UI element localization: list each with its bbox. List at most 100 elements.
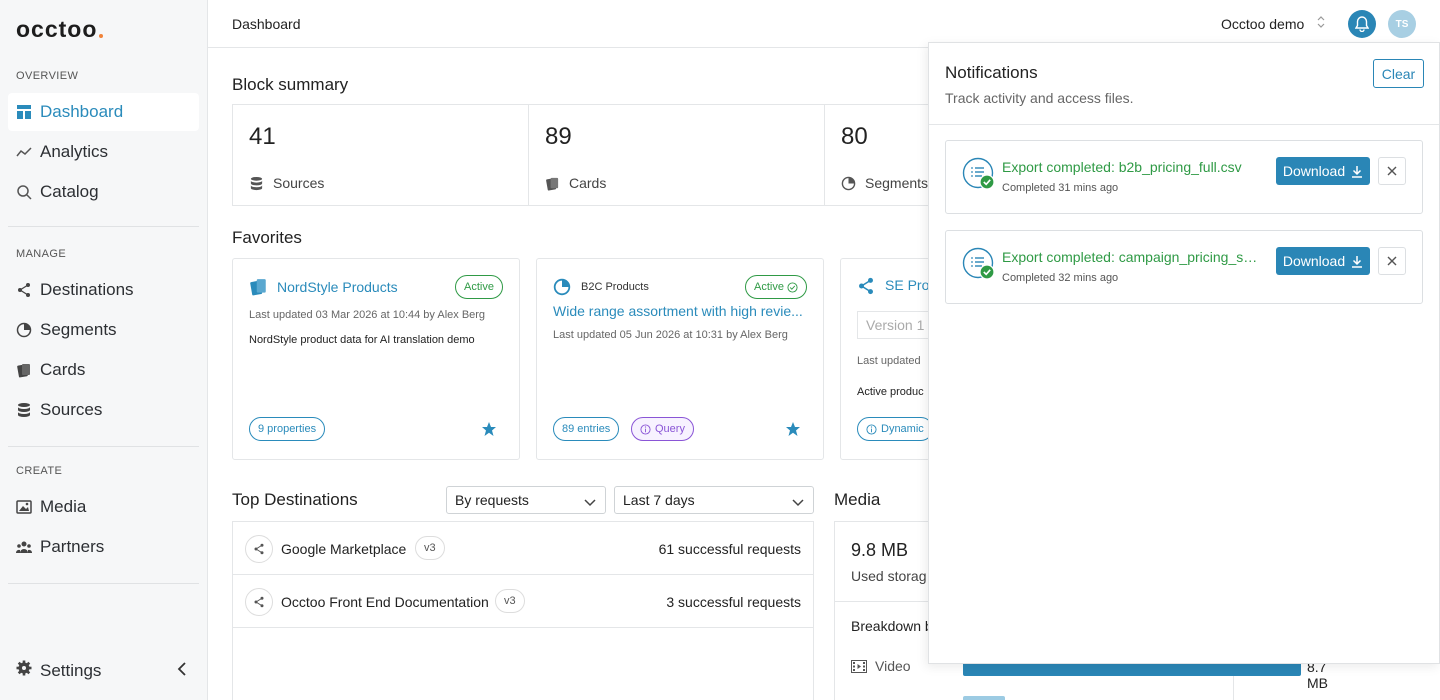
destination-name[interactable]: Occtoo Front End Documentation bbox=[281, 594, 489, 610]
divider bbox=[929, 124, 1439, 125]
check-circle-icon bbox=[787, 281, 798, 293]
sidebar-item-label: Segments bbox=[40, 320, 117, 339]
settings-label: Settings bbox=[40, 660, 102, 680]
summary-label: Cards bbox=[569, 175, 607, 191]
image-icon bbox=[16, 499, 32, 515]
summary-cards[interactable]: 89 Cards bbox=[529, 105, 825, 205]
users-icon bbox=[16, 539, 32, 555]
avatar[interactable]: TS bbox=[1388, 10, 1416, 38]
chevron-updown-icon[interactable] bbox=[1316, 15, 1326, 30]
favorite-card[interactable]: B2C Products Active Wide range assortmen… bbox=[536, 258, 824, 460]
request-count: 3 successful requests bbox=[666, 594, 801, 610]
request-count: 61 successful requests bbox=[658, 541, 801, 557]
pie-icon bbox=[16, 322, 32, 338]
table-row[interactable]: Occtoo Front End Documentation v3 3 succ… bbox=[233, 575, 813, 628]
table-row[interactable]: Google Marketplace v3 61 successful requ… bbox=[233, 522, 813, 575]
sidebar-item-settings[interactable]: Settings bbox=[16, 660, 101, 681]
share-icon bbox=[245, 535, 273, 563]
favorite-updated: Last updated 05 Jun 2026 at 10:31 by Ale… bbox=[553, 329, 788, 341]
database-icon bbox=[16, 402, 32, 418]
status-badge-text: Active bbox=[754, 281, 784, 293]
status-badge: Active bbox=[745, 275, 807, 299]
search-icon bbox=[16, 184, 32, 200]
pie-icon bbox=[841, 176, 856, 190]
summary-value: 41 bbox=[249, 123, 276, 150]
sidebar-item-analytics[interactable]: Analytics bbox=[8, 133, 199, 171]
notification-time: Completed 32 mins ago bbox=[1002, 272, 1119, 284]
clear-button[interactable]: Clear bbox=[1373, 59, 1424, 88]
status-badge: Active bbox=[455, 275, 503, 299]
notification-item: Export completed: b2b_pricing_full.csv C… bbox=[945, 140, 1423, 214]
org-switcher[interactable]: Occtoo demo bbox=[1221, 16, 1305, 32]
favorite-updated: Last updated 03 Mar 2026 at 10:44 by Ale… bbox=[249, 309, 486, 321]
breadcrumb[interactable]: Dashboard bbox=[232, 16, 301, 32]
favorite-subtitle[interactable]: Wide range assortment with high revie... bbox=[553, 303, 803, 319]
destination-name[interactable]: Google Marketplace bbox=[281, 541, 407, 557]
period-select[interactable]: Last 7 days bbox=[614, 486, 814, 514]
download-icon bbox=[1352, 255, 1363, 268]
dismiss-button[interactable] bbox=[1378, 157, 1406, 185]
sidebar-item-destinations[interactable]: Destinations bbox=[8, 271, 199, 309]
info-icon bbox=[866, 423, 877, 435]
sidebar-item-dashboard[interactable]: Dashboard bbox=[8, 93, 199, 131]
sidebar-item-sources[interactable]: Sources bbox=[8, 391, 199, 429]
query-pill[interactable]: Query bbox=[631, 417, 694, 441]
favorite-title[interactable]: B2C Products bbox=[581, 281, 649, 293]
info-icon bbox=[640, 423, 651, 435]
cards-icon bbox=[546, 177, 559, 190]
media-size: 9.8 MB bbox=[851, 540, 909, 560]
dynamic-pill[interactable]: Dynamic bbox=[857, 417, 933, 441]
favorite-card[interactable]: NordStyle Products Active Last updated 0… bbox=[232, 258, 520, 460]
notification-title: Export completed: b2b_pricing_full.csv bbox=[1002, 159, 1242, 175]
collapse-sidebar-icon[interactable] bbox=[176, 661, 188, 682]
divider bbox=[8, 446, 199, 447]
download-button[interactable]: Download bbox=[1276, 247, 1370, 275]
query-pill-label: Query bbox=[655, 423, 685, 435]
cards-icon bbox=[249, 278, 269, 301]
close-icon bbox=[1387, 256, 1397, 266]
sort-select[interactable]: By requests bbox=[446, 486, 606, 514]
gear-icon bbox=[16, 660, 32, 681]
sidebar-item-media[interactable]: Media bbox=[8, 488, 199, 526]
dismiss-button[interactable] bbox=[1378, 247, 1406, 275]
bell-icon[interactable] bbox=[1348, 10, 1376, 38]
sidebar-item-cards[interactable]: Cards bbox=[8, 351, 199, 389]
storage-bar-2 bbox=[963, 696, 1005, 700]
download-button[interactable]: Download bbox=[1276, 157, 1370, 185]
entries-pill[interactable]: 89 entries bbox=[553, 417, 620, 441]
dynamic-pill-label: Dynamic bbox=[881, 423, 924, 435]
star-icon[interactable] bbox=[785, 421, 801, 442]
sidebar-item-label: Sources bbox=[40, 400, 103, 419]
favorite-updated: Last updated bbox=[857, 355, 921, 367]
sidebar-item-label: Dashboard bbox=[40, 102, 124, 121]
summary-sources[interactable]: 41 Sources bbox=[233, 105, 529, 205]
section-overview: OVERVIEW bbox=[16, 70, 79, 82]
version-badge: v3 bbox=[415, 536, 445, 560]
star-icon[interactable] bbox=[481, 421, 497, 442]
share-icon bbox=[857, 277, 875, 300]
period-select-value: Last 7 days bbox=[623, 492, 695, 508]
notification-item: Export completed: campaign_pricing_sa...… bbox=[945, 230, 1423, 304]
video-icon bbox=[851, 659, 867, 673]
sidebar-item-partners[interactable]: Partners bbox=[8, 528, 199, 566]
sidebar-item-segments[interactable]: Segments bbox=[8, 311, 199, 349]
favorite-title[interactable]: SE Prod bbox=[885, 277, 938, 293]
favorite-description: NordStyle product data for AI translatio… bbox=[249, 334, 475, 346]
sidebar-item-catalog[interactable]: Catalog bbox=[8, 173, 199, 211]
properties-pill[interactable]: 9 properties bbox=[249, 417, 326, 441]
share-icon bbox=[245, 588, 273, 616]
summary-label-wrap: Cards bbox=[545, 175, 606, 191]
logo[interactable]: occtoo bbox=[16, 16, 104, 43]
notifications-panel: Notifications Track activity and access … bbox=[928, 42, 1440, 664]
header: Dashboard Occtoo demo TS bbox=[208, 0, 1440, 48]
favorite-description: Active produc bbox=[857, 386, 924, 398]
sidebar-item-label: Destinations bbox=[40, 280, 134, 299]
database-icon bbox=[250, 176, 263, 190]
export-list-icon bbox=[962, 247, 995, 280]
media-used-label: Used storag bbox=[851, 568, 927, 584]
cards-icon bbox=[16, 362, 32, 378]
summary-label-wrap: Sources bbox=[249, 175, 324, 191]
notifications-subtitle: Track activity and access files. bbox=[945, 90, 1134, 106]
favorite-title[interactable]: NordStyle Products bbox=[277, 279, 398, 295]
favorites-title: Favorites bbox=[232, 228, 302, 247]
